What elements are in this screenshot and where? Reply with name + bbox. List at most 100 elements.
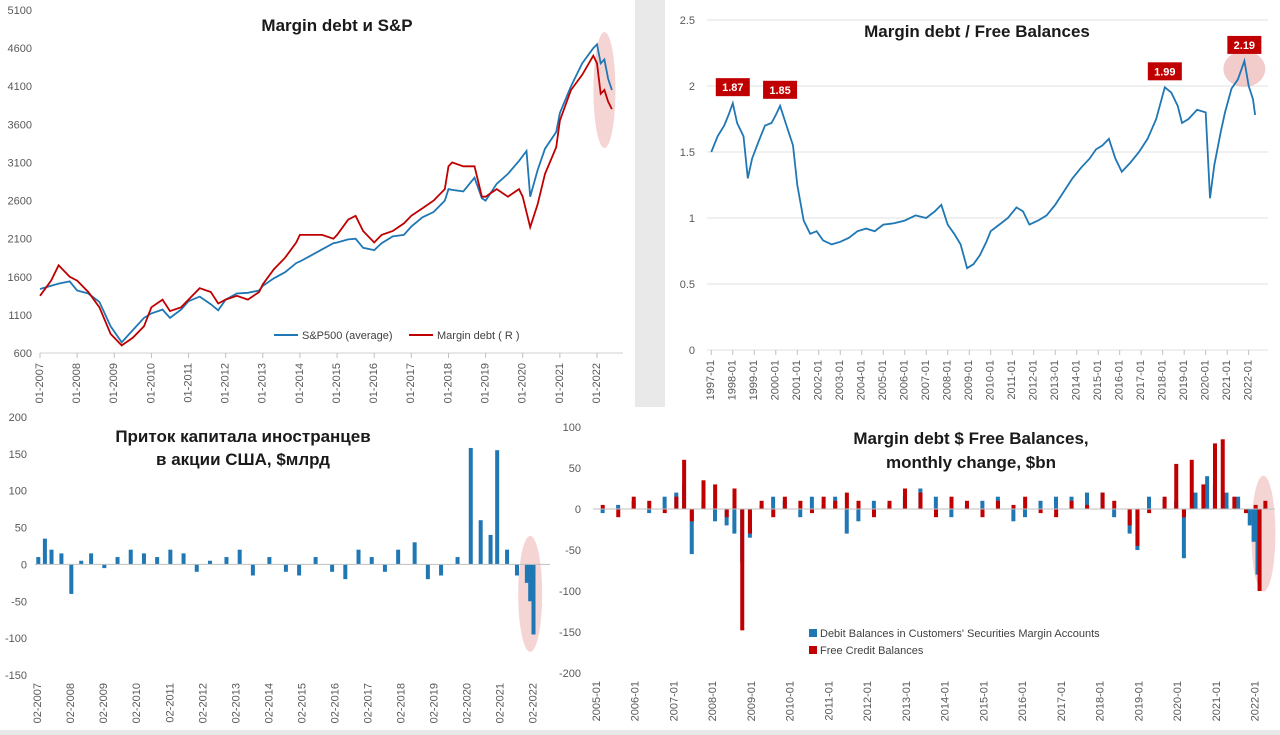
x-tick-label: 2011-01 bbox=[823, 681, 835, 721]
bar-free-credit bbox=[1054, 509, 1059, 518]
legend-swatch bbox=[809, 646, 817, 654]
x-tick-label: 01-2011 bbox=[182, 363, 194, 403]
bar bbox=[528, 564, 533, 602]
y-left-tick: 3600 bbox=[8, 119, 32, 131]
x-tick-label: 2017-01 bbox=[1135, 360, 1147, 400]
x-tick-label: 01-2007 bbox=[34, 363, 46, 403]
x-tick-label: 2010-01 bbox=[785, 681, 797, 721]
x-tick-label: 02-2012 bbox=[197, 683, 209, 723]
x-tick-label: 2015-01 bbox=[978, 681, 990, 721]
x-tick-label: 01-2012 bbox=[220, 363, 232, 403]
x-tick-label: 2008-01 bbox=[942, 360, 954, 400]
bar bbox=[330, 564, 335, 572]
x-tick-label: 2019-01 bbox=[1133, 681, 1145, 721]
y-tick: -200 bbox=[559, 668, 581, 680]
bar bbox=[455, 557, 460, 565]
bar-debit-balances bbox=[1247, 509, 1252, 526]
x-tick-label: 2018-01 bbox=[1095, 681, 1107, 721]
bar-debit-balances bbox=[949, 509, 954, 518]
chart-title: Margin debt $ Free Balances, bbox=[853, 429, 1088, 448]
x-tick-label: 02-2009 bbox=[98, 683, 110, 723]
bar bbox=[439, 564, 444, 576]
y-tick: 0 bbox=[689, 345, 695, 357]
highlight-ellipse bbox=[1223, 50, 1266, 87]
bar-free-credit bbox=[903, 488, 907, 509]
bar-free-credit bbox=[771, 509, 776, 518]
x-tick-label: 2014-01 bbox=[940, 681, 952, 721]
chart-monthly-change: 100 50 0 -50 -100 -150 -200 2005-01 2006-01 2007-… bbox=[557, 407, 1280, 730]
bar-free-credit bbox=[1189, 459, 1194, 509]
annotation-box bbox=[763, 80, 798, 99]
bar bbox=[36, 557, 41, 565]
bar bbox=[267, 557, 272, 565]
bar-free-credit bbox=[1213, 443, 1217, 509]
x-tick-label: 02-2021 bbox=[494, 683, 506, 723]
x-tick-label: 02-2007 bbox=[32, 683, 44, 723]
bar-debit-balances bbox=[871, 500, 876, 509]
bar bbox=[250, 564, 255, 576]
bar bbox=[478, 520, 483, 565]
x-tick-label: 1999-01 bbox=[748, 360, 760, 400]
bar-debit-balances bbox=[844, 509, 849, 534]
bar-free-credit bbox=[996, 500, 1000, 509]
y-left-tick: 3100 bbox=[8, 157, 32, 169]
bar-free-credit bbox=[1135, 509, 1140, 546]
x-tick-label: 2019-01 bbox=[1178, 360, 1190, 400]
bar-debit-balances bbox=[1193, 492, 1198, 509]
x-tick-label: 02-2014 bbox=[263, 683, 275, 723]
bar bbox=[128, 549, 133, 565]
chart-title: Margin debt / Free Balances bbox=[864, 22, 1090, 41]
x-tick-label: 02-2011 bbox=[164, 683, 176, 723]
bar bbox=[313, 557, 318, 565]
bar bbox=[514, 564, 519, 576]
bar-free-credit bbox=[1201, 484, 1206, 509]
x-tick-label: 2003-01 bbox=[834, 360, 846, 400]
y-tick: -50 bbox=[11, 596, 27, 608]
bar-free-credit bbox=[1220, 439, 1225, 509]
bar-free-credit bbox=[934, 509, 938, 518]
bar bbox=[59, 553, 64, 565]
annotation-label: 1.87 bbox=[722, 82, 743, 94]
x-tick-label: 2016-01 bbox=[1017, 681, 1029, 721]
x-tick-label: 01-2009 bbox=[108, 363, 120, 403]
chart-4-svg: 100 50 0 -50 -100 -150 -200 2005-01 2006-01 2007-… bbox=[559, 422, 1276, 721]
x-tick-label: 01-2019 bbox=[480, 363, 492, 403]
x-tick-label: 01-2010 bbox=[145, 363, 157, 403]
y-tick: 150 bbox=[9, 449, 27, 461]
bar-free-credit bbox=[674, 496, 679, 509]
bar-free-credit bbox=[844, 492, 849, 509]
series-line-margin-debt bbox=[39, 53, 613, 347]
bar-free-credit bbox=[1112, 500, 1117, 509]
chart-2-svg: 0 0.5 1 1.5 2 2.5 1997-01 1998-01 1999-01 2000-01… bbox=[680, 15, 1268, 400]
y-left-tick: 4600 bbox=[8, 43, 32, 55]
x-tick-label: 2013-01 bbox=[1049, 360, 1061, 400]
bar-free-credit bbox=[689, 509, 694, 522]
x-tick-label: 02-2016 bbox=[329, 683, 341, 723]
y-tick: 0 bbox=[575, 504, 581, 516]
x-tick-label: 02-2020 bbox=[461, 683, 473, 723]
legend-label: S&P500 (average) bbox=[302, 330, 393, 342]
bar bbox=[79, 560, 84, 565]
bar bbox=[297, 564, 302, 576]
bar bbox=[115, 557, 120, 565]
y-left-tick: 4100 bbox=[8, 81, 32, 93]
bar-free-credit bbox=[748, 509, 752, 534]
y-left-tick: 2100 bbox=[8, 234, 32, 246]
bar bbox=[42, 538, 47, 565]
bar-debit-balances bbox=[1054, 496, 1058, 509]
x-tick-label: 01-2021 bbox=[554, 363, 566, 403]
bar-free-credit bbox=[759, 500, 764, 509]
bar-debit-balances bbox=[809, 496, 814, 509]
bar bbox=[49, 549, 54, 565]
bar-debit-balances bbox=[600, 509, 605, 514]
bar-free-credit bbox=[600, 504, 605, 509]
bar-free-credit bbox=[724, 509, 729, 518]
y-tick: 100 bbox=[563, 422, 581, 434]
y-tick: -50 bbox=[565, 545, 581, 557]
y-tick: 1.5 bbox=[680, 147, 695, 159]
x-tick-label: 2006-01 bbox=[630, 681, 642, 721]
x-tick-label: 1998-01 bbox=[727, 360, 739, 400]
bar-free-credit bbox=[732, 488, 737, 509]
x-tick-label: 2012-01 bbox=[862, 681, 874, 721]
bar bbox=[168, 549, 173, 565]
